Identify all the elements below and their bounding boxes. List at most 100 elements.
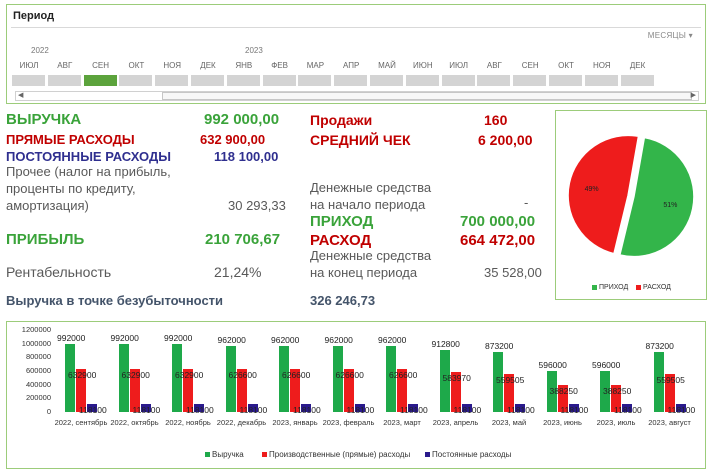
bar-data-label: 118100 [667, 404, 696, 415]
sales-label: Продажи [310, 112, 373, 128]
legend-swatch-expense [636, 284, 641, 290]
bar-direct-costs [183, 368, 193, 412]
pie-data-label: 49% [585, 186, 599, 193]
month-bar[interactable] [549, 75, 582, 86]
month-bar[interactable] [191, 75, 224, 86]
month-bar[interactable] [119, 75, 153, 86]
bar-data-label: 992000 [164, 333, 193, 344]
slicer-unit-dropdown[interactable]: МЕСЯЦЫ ▾ [648, 31, 693, 40]
month-bar[interactable] [405, 75, 439, 86]
bar-legend-direct-text: Производственные (прямые) расходы [269, 450, 411, 459]
bar-data-label: 118100 [186, 404, 214, 415]
y-tick-label: 600000 [25, 366, 51, 375]
month-label[interactable]: ДЕК [629, 61, 646, 70]
year-label-2023: 2023 [245, 46, 263, 55]
direct-costs-label: ПРЯМЫЕ РАСХОДЫ [6, 132, 135, 147]
month-bar[interactable] [620, 75, 654, 86]
month-bar[interactable] [334, 75, 368, 86]
month-label[interactable]: СЕН [521, 61, 539, 70]
month-bar[interactable] [370, 75, 403, 86]
month-bar[interactable] [584, 75, 618, 86]
bar-fixed-costs [568, 403, 579, 412]
pie-legend-income: ПРИХОД [592, 284, 628, 291]
margin-value: 21,24% [214, 264, 262, 280]
month-bar[interactable] [441, 75, 475, 86]
month-label[interactable]: ОКТ [558, 61, 574, 70]
month-label[interactable]: ИЮЛ [449, 61, 468, 70]
month-bar[interactable] [262, 75, 296, 86]
month-label[interactable]: ОКТ [128, 61, 145, 70]
month-label[interactable]: МАР [306, 61, 325, 70]
month-label[interactable]: ЯНВ [235, 61, 253, 70]
bar-fixed-costs [622, 403, 632, 412]
bar-revenue [546, 371, 557, 412]
x-tick-label: 2023, апрель [432, 418, 479, 427]
month-label[interactable]: ДЕК [200, 61, 216, 70]
fixed-costs-value: 118 100,00 [214, 149, 279, 164]
bar-data-label: 596000 [592, 360, 621, 371]
bar-data-label: 962000 [217, 335, 246, 346]
month-label[interactable]: ИЮН [412, 61, 433, 70]
scroll-left-icon[interactable]: ◀ [18, 92, 24, 99]
month-label[interactable]: НОЯ [163, 61, 181, 70]
avg-check-label: СРЕДНИЙ ЧЕК [310, 132, 411, 148]
bar-direct-costs [343, 369, 354, 412]
pie-slice-income [618, 136, 695, 258]
bar-data-label: 626600 [282, 370, 311, 381]
x-tick-label: 2023, март [383, 418, 421, 427]
bar-data-label: 118100 [400, 404, 428, 415]
slicer-scrollbar[interactable]: ◀ ▶ [15, 91, 699, 101]
income-value: 700 000,00 [460, 213, 536, 230]
month-label[interactable]: ФЕВ [271, 61, 288, 70]
pie-chart: 51% 49% ПРИХОД РАСХОД [555, 110, 707, 300]
other-label-line-3: амортизация) [6, 198, 89, 213]
month-label[interactable]: НОЯ [592, 61, 611, 70]
month-bar-selected[interactable] [83, 75, 117, 86]
month-label[interactable]: ИЮЛ [19, 61, 39, 70]
pie-data-label: 51% [663, 202, 677, 209]
month-label[interactable]: АВГ [486, 61, 502, 70]
x-tick-label: 2022, декабрь [216, 418, 267, 427]
bar-fixed-costs [301, 403, 311, 412]
bar-data-label: 559505 [496, 374, 525, 385]
timeline-slicer[interactable]: Период МЕСЯЦЫ ▾ 2022 2023 ИЮЛ АВГ СЕН ОКТ НО… [6, 4, 706, 104]
bar-revenue [65, 344, 75, 412]
bar-chart: 0 200000 400000 600000 800000 1000000 1200000 9… [6, 321, 706, 469]
legend-swatch-revenue [205, 452, 210, 458]
bar-revenue [493, 352, 503, 412]
bar-legend-revenue-text: Выручка [212, 450, 244, 459]
month-label[interactable]: МАЙ [378, 61, 396, 70]
bar-legend-direct: Производственные (прямые) расходы [262, 450, 410, 459]
scroll-thumb[interactable] [162, 92, 692, 100]
bar-data-label: 626600 [335, 370, 364, 381]
bar-fixed-costs [461, 403, 472, 412]
month-bar[interactable] [47, 75, 81, 86]
scroll-right-icon[interactable]: ▶ [690, 92, 696, 99]
x-tick-label: 2022, ноябрь [165, 418, 211, 427]
breakeven-value: 326 246,73 [310, 293, 376, 308]
bar-data-label: 559505 [656, 374, 685, 385]
bar-data-label: 118100 [293, 404, 321, 415]
month-bar[interactable] [155, 75, 189, 86]
x-tick-label: 2023, январь [272, 418, 318, 427]
bar-data-label: 118100 [79, 404, 107, 415]
month-label[interactable]: СЕН [92, 61, 110, 70]
expense-label: РАСХОД [310, 232, 372, 249]
bar-direct-costs [76, 368, 86, 412]
month-bar[interactable] [226, 75, 260, 86]
bar-direct-costs [611, 385, 621, 412]
bar-revenue [332, 346, 343, 412]
month-label[interactable]: АПР [343, 61, 360, 70]
month-bar[interactable] [513, 75, 547, 86]
bar-direct-costs [129, 368, 140, 412]
bar-direct-costs [236, 369, 247, 412]
x-tick-label: 2023, февраль [322, 418, 375, 427]
other-value: 30 293,33 [228, 198, 286, 213]
month-bar[interactable] [298, 75, 332, 86]
bar-data-label: 596000 [538, 360, 567, 371]
month-bar[interactable] [12, 75, 45, 86]
breakeven-label: Выручка в точке безубыточности [6, 293, 224, 308]
legend-swatch-fixed [425, 452, 430, 458]
month-bar[interactable] [477, 75, 511, 86]
month-label[interactable]: АВГ [57, 61, 73, 70]
